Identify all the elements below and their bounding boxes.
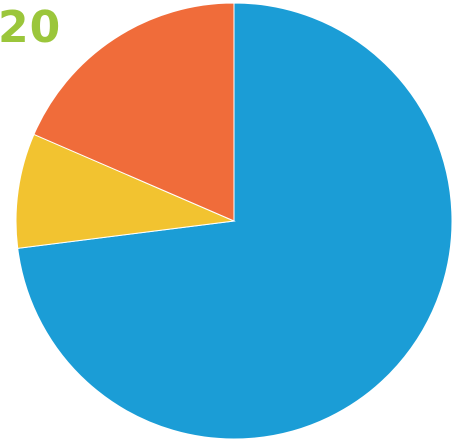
pie-slice-yellow bbox=[15, 133, 236, 249]
pie-slices bbox=[15, 2, 453, 440]
chart-corner-label: 20 bbox=[0, 2, 62, 53]
pie-slice-orange bbox=[33, 2, 235, 222]
